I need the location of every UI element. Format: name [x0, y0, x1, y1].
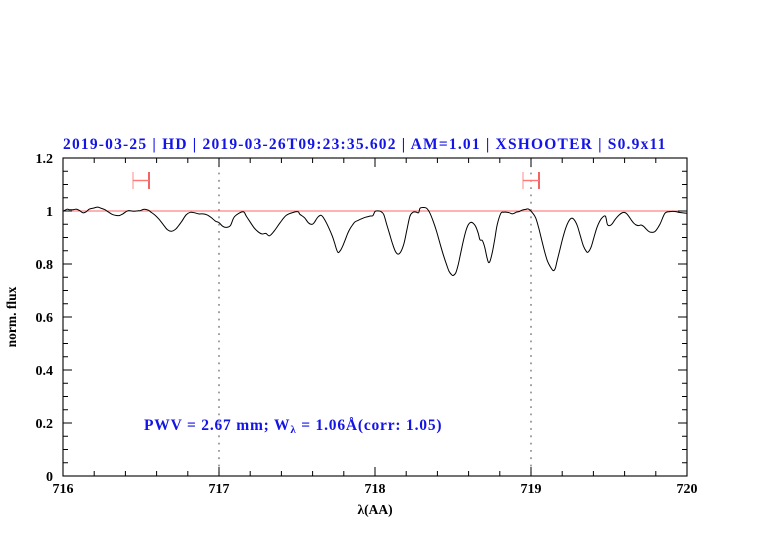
svg-text:719: 719: [521, 482, 542, 497]
svg-text:1: 1: [46, 205, 53, 220]
svg-text:0.4: 0.4: [36, 364, 54, 379]
svg-text:716: 716: [53, 482, 74, 497]
svg-text:0.6: 0.6: [36, 311, 54, 326]
svg-text:2019-03-25 | HD | 2019-03-26T0: 2019-03-25 | HD | 2019-03-26T09:23:35.60…: [63, 136, 667, 153]
svg-text:0.8: 0.8: [36, 258, 54, 273]
svg-text:norm. flux: norm. flux: [4, 286, 19, 347]
svg-text:720: 720: [677, 482, 698, 497]
svg-text:0.2: 0.2: [36, 417, 54, 432]
svg-text:0: 0: [46, 470, 53, 485]
svg-text:718: 718: [365, 482, 386, 497]
svg-text:717: 717: [209, 482, 230, 497]
svg-text:λ(AA): λ(AA): [357, 502, 392, 517]
svg-text:1.2: 1.2: [36, 152, 54, 167]
